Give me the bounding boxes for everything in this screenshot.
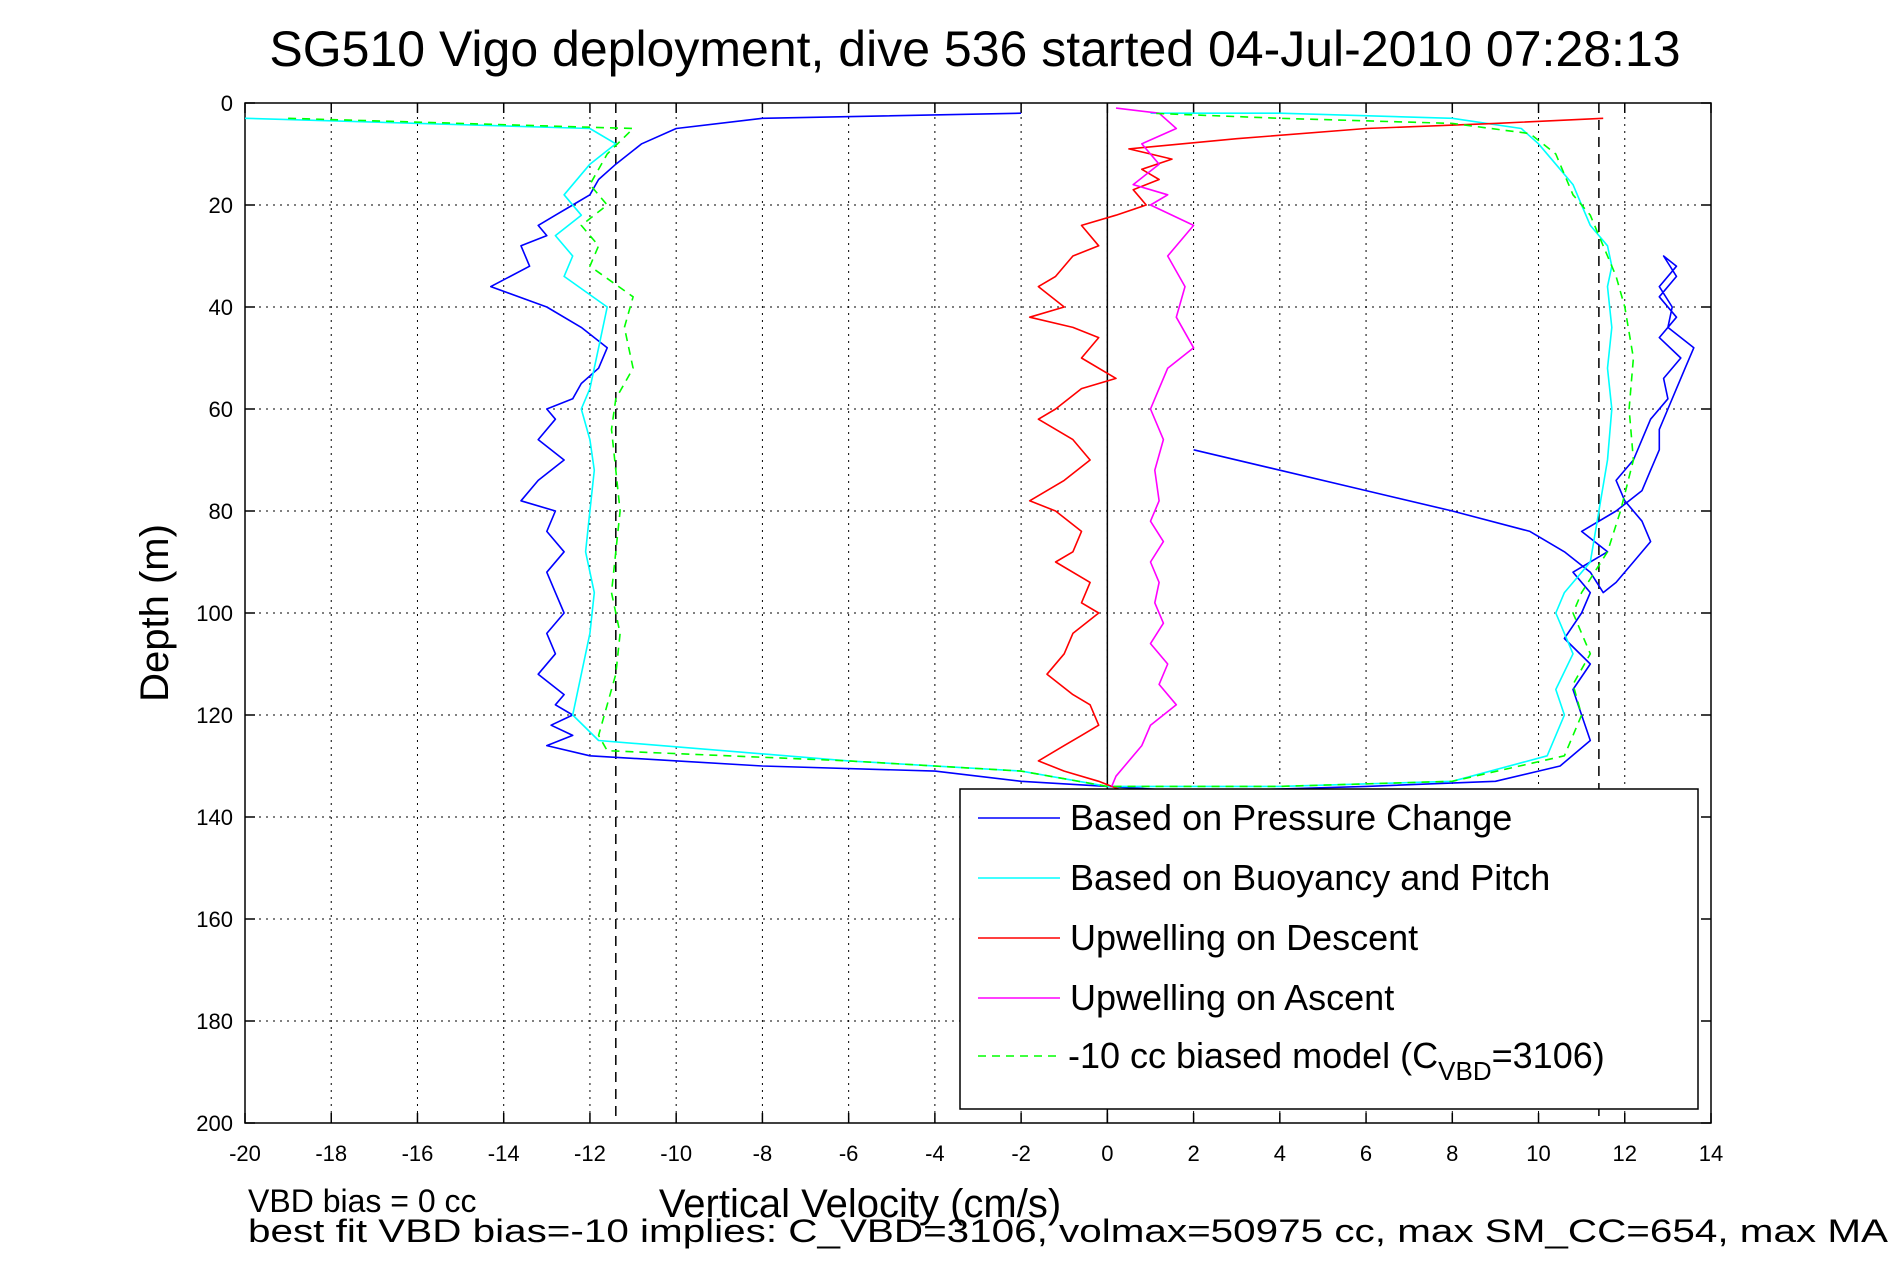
legend-label-pressure-change: Based on Pressure Change: [1070, 797, 1512, 838]
x-tick-label: 4: [1274, 1141, 1286, 1166]
y-tick-label: 40: [209, 295, 233, 320]
series-upwelling-descent: [1028, 117, 1604, 798]
series-buoyancy-pitch: [244, 112, 1613, 788]
y-tick-label: 180: [196, 1009, 233, 1034]
x-tick-label: 10: [1526, 1141, 1550, 1166]
y-tick-label: 20: [209, 193, 233, 218]
note-vbd-bias: VBD bias = 0 cc: [248, 1183, 477, 1219]
legend-label-biased-sub: VBD: [1438, 1056, 1491, 1086]
series-pressure-change: [489, 112, 1695, 793]
y-tick-label: 60: [209, 397, 233, 422]
legend-label-biased-model: -10 cc biased model (CVBD=3106): [1068, 1035, 1605, 1086]
x-tick-label: -14: [488, 1141, 520, 1166]
legend-label-biased-tail: =3106): [1492, 1035, 1605, 1076]
x-tick-label: 12: [1613, 1141, 1637, 1166]
legend: Based on Pressure Change Based on Buoyan…: [959, 788, 1699, 1110]
x-axis-ticks: -20 -18 -16 -14 -12 -10 -8 -6 -4 -2 0 2 4 6 8 10 12 14: [229, 103, 1723, 1166]
series-group: [244, 107, 1695, 798]
x-tick-label: -2: [1011, 1141, 1031, 1166]
x-tick-label: -16: [402, 1141, 434, 1166]
y-tick-label: 120: [196, 703, 233, 728]
y-tick-label: 80: [209, 499, 233, 524]
grid-lines: [245, 103, 1711, 1123]
note-best-fit: best fit VBD bias=-10 implies: C_VBD=310…: [248, 1213, 1889, 1249]
chart-title: SG510 Vigo deployment, dive 536 started …: [269, 21, 1680, 77]
x-tick-label: -18: [315, 1141, 347, 1166]
y-axis-ticks: 0 20 40 60 80 100 120 140 160 180 200: [196, 91, 1711, 1136]
legend-label-upwelling-descent: Upwelling on Descent: [1070, 917, 1418, 958]
y-tick-label: 140: [196, 805, 233, 830]
legend-box: [959, 788, 1699, 1110]
legend-label-biased-main: -10 cc biased model (C: [1068, 1035, 1438, 1076]
series-biased-model: [288, 112, 1635, 788]
x-tick-label: -8: [753, 1141, 773, 1166]
x-tick-label: 8: [1446, 1141, 1458, 1166]
x-tick-label: 0: [1101, 1141, 1113, 1166]
y-tick-label: 200: [196, 1111, 233, 1136]
x-tick-label: -12: [574, 1141, 606, 1166]
x-tick-label: 2: [1187, 1141, 1199, 1166]
x-tick-label: -4: [925, 1141, 945, 1166]
y-tick-label: 0: [221, 91, 233, 116]
x-tick-label: -10: [660, 1141, 692, 1166]
series-upwelling-ascent: [1110, 107, 1195, 787]
y-axis-label: Depth (m): [133, 524, 177, 702]
x-axis-label: Vertical Velocity (cm/s): [659, 1182, 1061, 1226]
x-tick-label: -6: [839, 1141, 859, 1166]
x-tick-label: 6: [1360, 1141, 1372, 1166]
y-tick-label: 160: [196, 907, 233, 932]
legend-label-buoyancy-pitch: Based on Buoyancy and Pitch: [1070, 857, 1550, 898]
x-tick-label: 14: [1699, 1141, 1723, 1166]
x-tick-label: -20: [229, 1141, 261, 1166]
legend-label-upwelling-ascent: Upwelling on Ascent: [1070, 977, 1394, 1018]
y-tick-label: 100: [196, 601, 233, 626]
